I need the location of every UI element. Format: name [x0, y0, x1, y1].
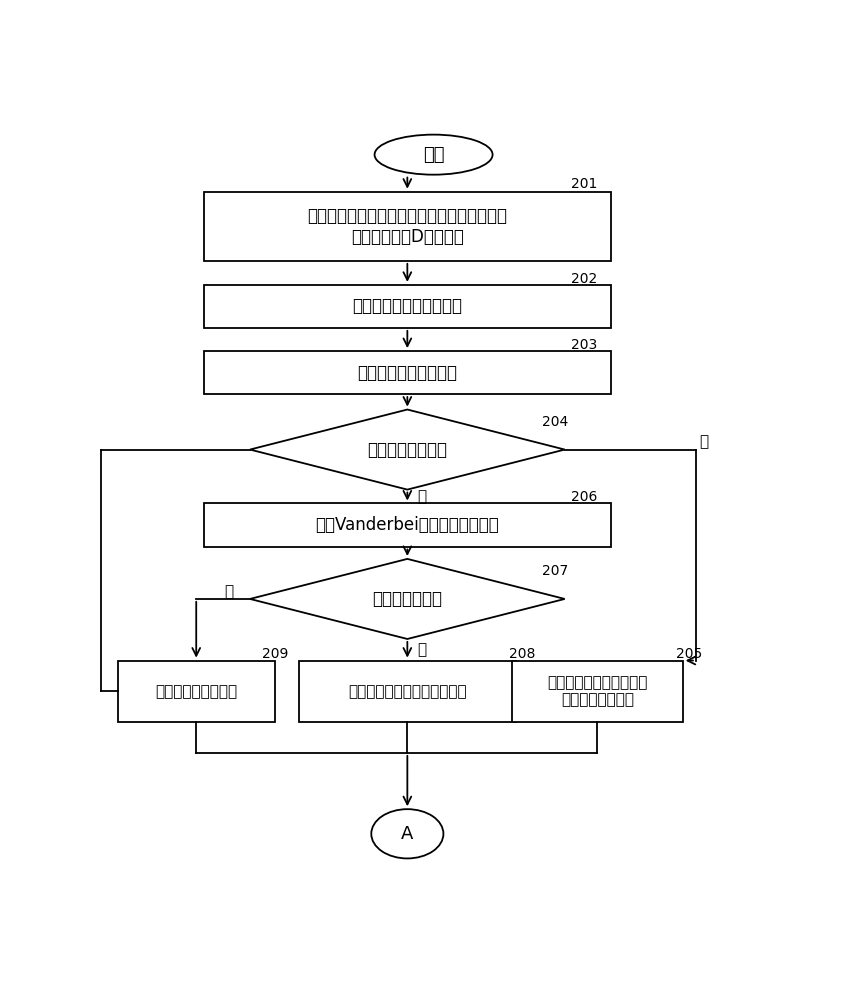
FancyBboxPatch shape	[204, 285, 611, 328]
Text: 否: 否	[223, 584, 233, 599]
Polygon shape	[250, 410, 564, 490]
Ellipse shape	[371, 809, 443, 858]
FancyBboxPatch shape	[204, 503, 611, 547]
Text: 分解是否成功？: 分解是否成功？	[372, 590, 442, 608]
Text: 否: 否	[699, 434, 708, 449]
FancyBboxPatch shape	[204, 192, 611, 261]
Text: 201: 201	[571, 177, 597, 191]
Text: 根据预求解步骤探测稀密行与稀密列的结果对
剂量沉积矩阵D进行排序: 根据预求解步骤探测稀密行与稀密列的结果对 剂量沉积矩阵D进行排序	[307, 207, 508, 246]
Ellipse shape	[375, 135, 492, 175]
FancyBboxPatch shape	[204, 351, 611, 394]
Text: 207: 207	[542, 564, 569, 578]
Text: 记录求解拟定系统的分解因子: 记录求解拟定系统的分解因子	[348, 684, 467, 699]
FancyBboxPatch shape	[512, 661, 683, 722]
Text: 204: 204	[542, 415, 569, 429]
Text: 是: 是	[417, 489, 426, 504]
Text: 初始化不定标记为正定: 初始化不定标记为正定	[357, 364, 458, 382]
Text: 是: 是	[417, 642, 426, 657]
Text: 使用对称不定分解增广系
统，记录分解因子: 使用对称不定分解增广系 统，记录分解因子	[547, 675, 648, 708]
Text: 208: 208	[509, 647, 536, 661]
FancyBboxPatch shape	[299, 661, 515, 722]
Text: A: A	[401, 825, 414, 843]
Text: 203: 203	[571, 338, 597, 352]
Text: 209: 209	[261, 647, 288, 661]
Text: 更新不定标记为不定: 更新不定标记为不定	[155, 684, 237, 699]
FancyBboxPatch shape	[118, 661, 275, 722]
Text: 不定标记为正定？: 不定标记为正定？	[367, 441, 448, 459]
Text: 开始: 开始	[423, 146, 444, 164]
Text: 生成增广系统的固定部分: 生成增广系统的固定部分	[352, 297, 463, 315]
Text: 使用Vanderbei策略求解拟定系统: 使用Vanderbei策略求解拟定系统	[316, 516, 499, 534]
Polygon shape	[250, 559, 564, 639]
Text: 205: 205	[676, 647, 702, 661]
Text: 206: 206	[571, 490, 597, 504]
Text: 202: 202	[571, 272, 597, 286]
